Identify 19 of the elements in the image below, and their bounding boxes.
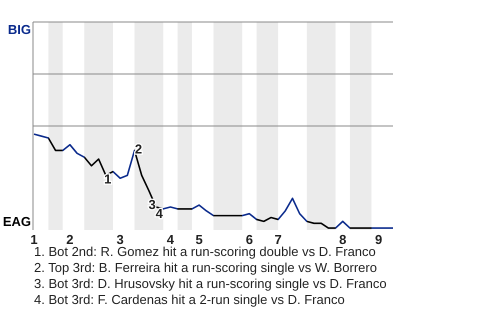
annotation: 3 bbox=[148, 196, 156, 212]
text: BIG bbox=[8, 22, 31, 37]
x-tick-label: 1 bbox=[30, 232, 38, 247]
annotation: 2 bbox=[134, 141, 142, 156]
x-tick-label: 7 bbox=[274, 232, 282, 247]
x-tick-label: 9 bbox=[375, 232, 382, 247]
x-tick-label: 2 bbox=[66, 232, 74, 247]
text: 4. Bot 3rd: F. Cardenas hit a 2-run single vs D. Franco bbox=[34, 292, 345, 307]
x-tick-label: 4 bbox=[166, 232, 175, 247]
annotation: 1 bbox=[104, 171, 112, 186]
x-tick-label: 5 bbox=[196, 232, 203, 247]
text: 3. Bot 3rd: D. Hrusovsky hit a run-scoring single vs D. Franco bbox=[34, 276, 387, 291]
text: 2. Top 3rd: B. Ferreira hit a run-scoring single vs W. Borrero bbox=[34, 260, 377, 275]
text: 1. Bot 2nd: R. Gomez hit a run-scoring double vs D. Franco bbox=[34, 244, 376, 259]
x-tick-label: 6 bbox=[246, 232, 254, 247]
x-tick-label: 3 bbox=[116, 232, 124, 247]
x-tick-label: 8 bbox=[339, 232, 346, 247]
annotation: 4 bbox=[156, 206, 164, 221]
annotation: EAG bbox=[2, 214, 31, 229]
